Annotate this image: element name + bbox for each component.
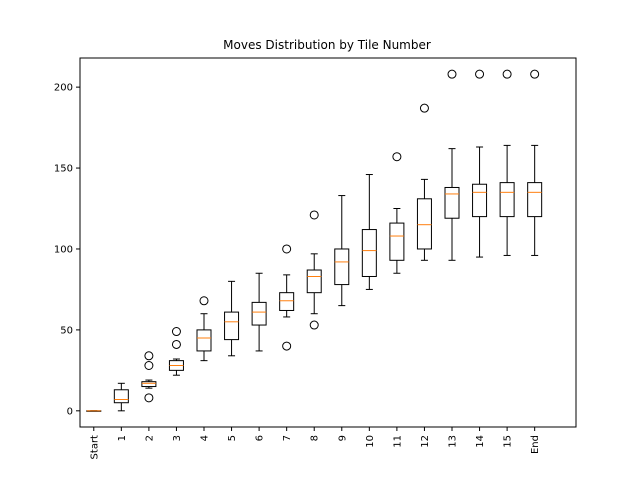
x-tick-label: 1 [117, 435, 128, 441]
outlier-point [392, 152, 402, 162]
y-tick-label: 50 [60, 325, 73, 336]
outlier-point [144, 351, 154, 361]
x-tick-label: 14 [475, 435, 486, 448]
box-8 [306, 269, 322, 294]
x-tick-label: Start [89, 435, 100, 460]
box-2 [141, 381, 157, 388]
x-tick-label: 3 [172, 435, 183, 441]
box-6 [251, 301, 267, 326]
y-tick-label: 0 [67, 406, 73, 417]
outlier-point [447, 69, 457, 79]
x-tick-label: 8 [310, 435, 321, 441]
x-tick-label: 4 [200, 435, 211, 441]
outlier-point [144, 361, 154, 370]
outlier-point [475, 69, 485, 79]
box-15 [499, 182, 515, 218]
axes-frame [79, 57, 577, 428]
x-tick-label: 6 [255, 435, 266, 441]
chart-title: Moves Distribution by Tile Number [223, 38, 431, 52]
x-tick-label: 13 [448, 435, 459, 448]
x-tick-label: 2 [144, 435, 155, 441]
outlier-point [502, 69, 512, 79]
box-10 [361, 229, 377, 277]
x-tick-label: 9 [337, 435, 348, 441]
outlier-point [199, 296, 209, 306]
box-end [527, 182, 543, 218]
outlier-point [530, 69, 540, 79]
x-tick-label: 12 [420, 435, 431, 448]
outlier-point [309, 320, 319, 330]
box-14 [472, 183, 488, 218]
outlier-point [144, 393, 154, 403]
box-13 [444, 186, 460, 219]
x-tick-label: 15 [503, 435, 514, 448]
box-7 [279, 292, 295, 311]
outlier-point [309, 210, 319, 220]
x-tick-label: 10 [365, 435, 376, 448]
box-12 [416, 198, 432, 250]
box-9 [334, 248, 350, 286]
box-1 [113, 389, 129, 404]
outlier-point [419, 103, 429, 113]
y-tick-label: 150 [54, 164, 73, 175]
box-4 [196, 329, 212, 352]
box-5 [224, 311, 240, 341]
outlier-point [282, 341, 292, 351]
outlier-point [171, 339, 181, 349]
y-tick-label: 100 [54, 244, 73, 255]
box-11 [389, 222, 405, 261]
y-tick-label: 200 [54, 83, 73, 94]
x-tick-label: End [530, 435, 541, 454]
x-tick-label: 5 [227, 435, 238, 441]
x-tick-label: 11 [392, 435, 403, 448]
outlier-point [171, 327, 181, 337]
x-tick-label: 7 [282, 435, 293, 441]
outlier-point [282, 244, 292, 254]
